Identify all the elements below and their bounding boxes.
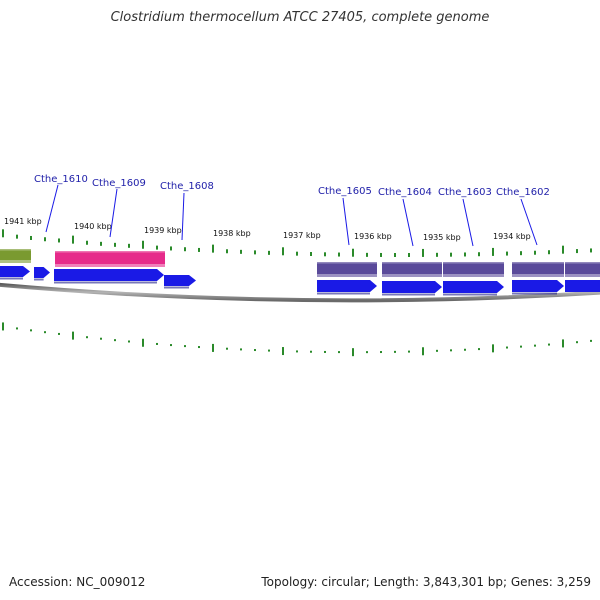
accession-label: Accession: NC_009012 (9, 575, 146, 589)
gene-label[interactable]: Cthe_1609 (92, 178, 146, 189)
gene-label-group[interactable]: Cthe_1603 (438, 187, 492, 247)
gene-label-leader (342, 197, 350, 246)
gene-label-group[interactable]: Cthe_1604 (378, 187, 432, 247)
forward-gene-arrow[interactable] (382, 281, 442, 296)
forward-gene-arrow[interactable] (164, 275, 196, 289)
gene-label[interactable]: Cthe_1608 (160, 181, 214, 192)
gene-label-group[interactable]: Cthe_1602 (496, 187, 550, 246)
scale-label: 1934 kbp (493, 232, 531, 241)
gene-label-leader (402, 198, 414, 247)
scale-label: 1935 kbp (423, 233, 461, 242)
gene-block-reverse[interactable] (317, 262, 377, 277)
forward-gene-arrow[interactable] (512, 280, 564, 295)
scale-labels: 1941 kbp 1940 kbp 1939 kbp 1938 kbp 1937 kbp… (4, 217, 531, 242)
gene-block-olive[interactable] (0, 249, 31, 263)
gene-label-group[interactable]: Cthe_1610 (34, 174, 88, 233)
forward-gene-arrow[interactable] (443, 281, 504, 296)
genome-stats: Topology: circular; Length: 3,843,301 bp… (261, 575, 591, 589)
gene-block-reverse[interactable] (512, 262, 564, 277)
gene-block-pink[interactable] (55, 251, 165, 267)
gene-label-leader (109, 188, 118, 238)
map-title: Clostridium thermocellum ATCC 27405, com… (110, 10, 490, 25)
scale-label: 1936 kbp (354, 232, 392, 241)
scale-label: 1938 kbp (213, 229, 251, 238)
forward-gene-arrow[interactable] (317, 280, 377, 295)
scale-label: 1941 kbp (4, 217, 42, 226)
gene-label-group[interactable]: Cthe_1605 (318, 186, 372, 246)
scale-label: 1937 kbp (283, 231, 321, 240)
gene-block-reverse[interactable] (565, 262, 600, 277)
forward-gene-arrow[interactable] (565, 280, 600, 292)
gene-label-leader (520, 198, 538, 246)
gene-features (0, 249, 600, 296)
forward-gene-arrow[interactable] (34, 267, 50, 281)
scale-label: 1939 kbp (144, 226, 182, 235)
gene-label-group[interactable]: Cthe_1608 (160, 181, 214, 241)
genome-backbone (0, 282, 600, 303)
gene-label-leader (462, 198, 474, 247)
gene-label-group[interactable]: Cthe_1609 (92, 178, 146, 238)
gene-label[interactable]: Cthe_1605 (318, 186, 372, 197)
gene-label[interactable]: Cthe_1602 (496, 187, 550, 198)
inner-scale-ticks (2, 322, 592, 357)
gene-label[interactable]: Cthe_1604 (378, 187, 432, 198)
gene-block-reverse[interactable] (443, 262, 504, 277)
gene-label-leader (181, 192, 185, 241)
gene-label-leader (45, 184, 59, 233)
forward-gene-arrow[interactable] (0, 266, 30, 280)
gene-label[interactable]: Cthe_1610 (34, 174, 88, 185)
gene-block-reverse[interactable] (382, 262, 442, 277)
forward-gene-arrow[interactable] (54, 269, 164, 284)
outer-scale-ticks (2, 229, 592, 257)
scale-label: 1940 kbp (74, 222, 112, 231)
gene-label[interactable]: Cthe_1603 (438, 187, 492, 198)
gene-labels: Cthe_1610 Cthe_1609 Cthe_1608 Cthe_1605 Cthe… (34, 174, 550, 247)
